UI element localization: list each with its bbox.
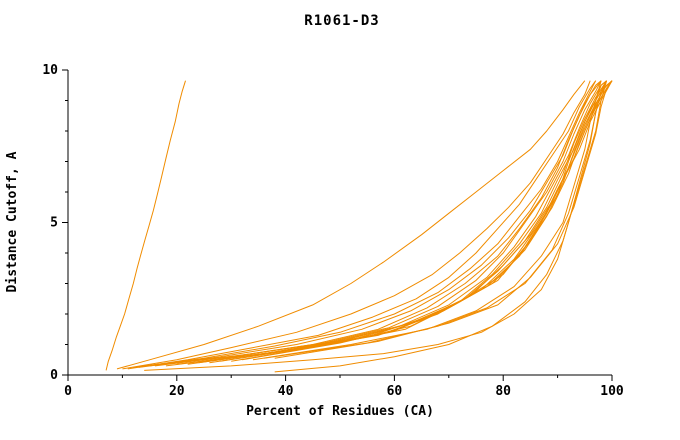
series-line — [154, 80, 607, 367]
y-axis-label: Distance Cutoff, A — [5, 151, 20, 292]
x-tick-label: 0 — [64, 384, 72, 399]
series-line — [198, 80, 613, 364]
axes: 0 20 40 60 80 100 0 5 10 — [42, 63, 624, 399]
series-line — [149, 80, 602, 367]
series-line — [274, 80, 613, 359]
x-axis-label: Percent of Residues (CA) — [246, 404, 434, 419]
series-line — [242, 80, 613, 361]
series-line — [144, 80, 602, 367]
series-line — [105, 80, 186, 371]
x-tick-label: 100 — [600, 384, 624, 399]
chart-title: R1061-D3 — [304, 13, 379, 29]
series-line — [122, 80, 591, 370]
y-tick-label: 10 — [42, 63, 58, 78]
series-line — [133, 80, 597, 368]
series-line — [231, 80, 613, 362]
series-line — [138, 80, 602, 368]
series-line — [209, 80, 613, 364]
y-tick-label: 0 — [50, 368, 58, 383]
x-tick-label: 80 — [495, 384, 511, 399]
x-tick-label: 60 — [387, 384, 403, 399]
series-line — [263, 80, 608, 359]
y-tick-label: 5 — [50, 216, 58, 231]
series-line — [127, 80, 597, 370]
series-line — [187, 80, 608, 365]
x-tick-label: 20 — [169, 384, 185, 399]
series-line — [274, 80, 608, 373]
series-line — [116, 80, 586, 370]
x-tick-label: 40 — [278, 384, 294, 399]
series-line — [144, 80, 608, 371]
series-lines — [105, 80, 613, 373]
